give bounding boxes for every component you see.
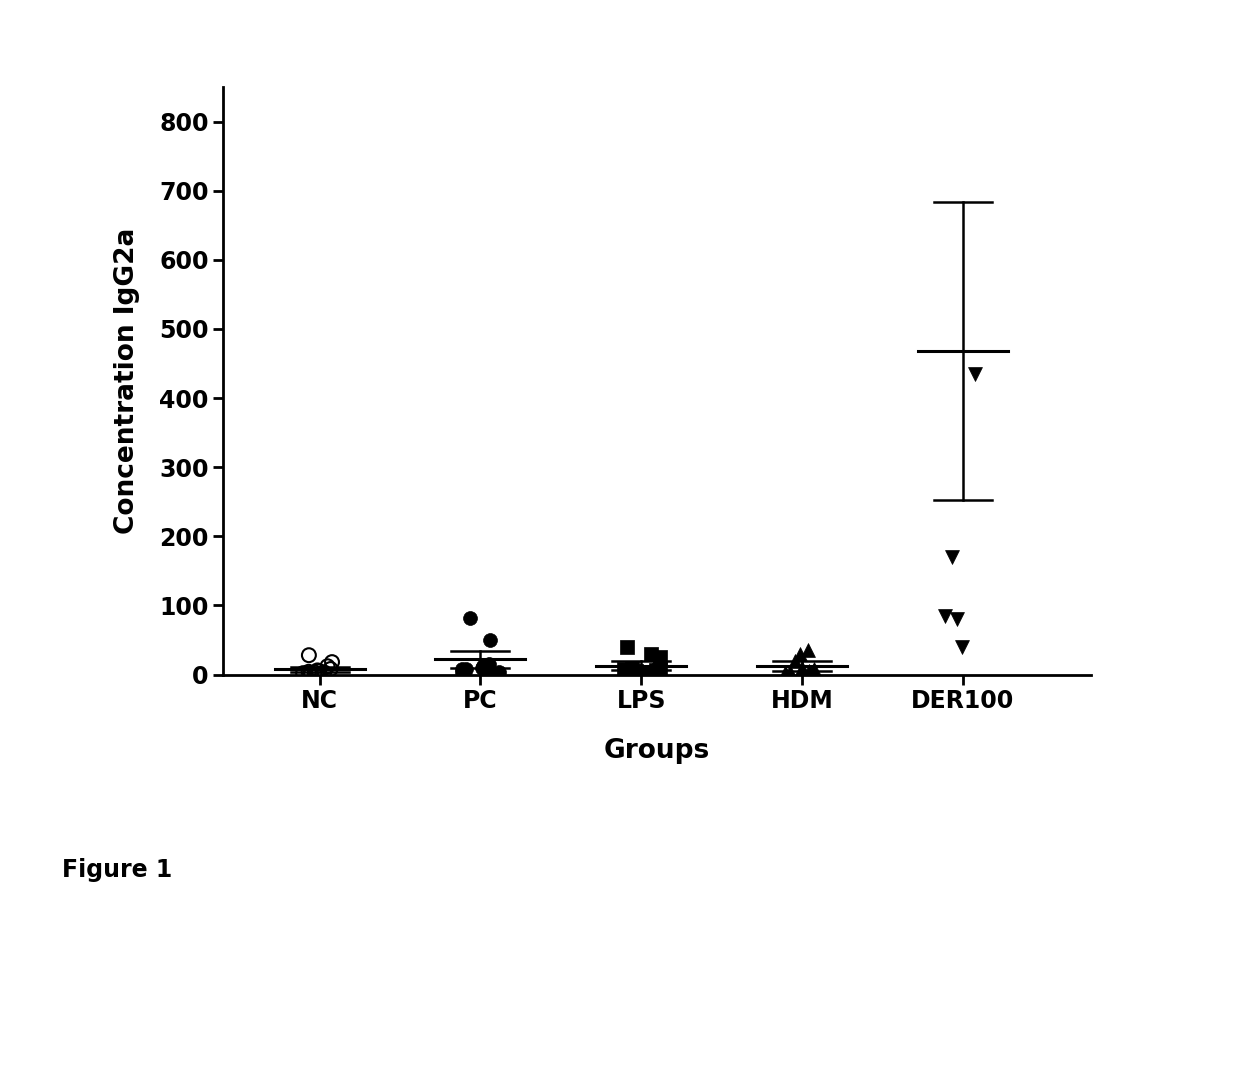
Point: [635, 663, 655, 680]
Point: [490, 663, 510, 680]
Point: [650, 648, 670, 666]
Point: [797, 642, 817, 659]
Point: [619, 663, 639, 680]
Point: [456, 660, 476, 678]
Point: [454, 663, 474, 680]
Point: [965, 366, 985, 383]
Y-axis label: Concentration IgG2a: Concentration IgG2a: [114, 227, 140, 534]
Point: [618, 639, 637, 656]
Point: [776, 665, 796, 682]
Point: [622, 659, 642, 677]
Point: [646, 662, 666, 679]
Point: [641, 645, 661, 663]
Point: [472, 659, 492, 677]
Point: [935, 607, 955, 625]
Point: [614, 660, 634, 678]
Point: [301, 665, 321, 682]
Point: [472, 659, 492, 677]
Point: [321, 660, 341, 678]
Point: [293, 665, 312, 682]
Point: [317, 657, 337, 675]
Point: [649, 662, 668, 679]
Point: [474, 657, 494, 675]
Point: [476, 662, 496, 679]
Point: [947, 610, 967, 628]
Point: [799, 663, 818, 680]
Point: [305, 664, 325, 681]
Text: Figure 1: Figure 1: [62, 858, 172, 882]
Point: [780, 664, 800, 681]
Point: [460, 609, 480, 627]
Point: [626, 663, 646, 680]
Point: [308, 662, 327, 679]
Point: [299, 663, 319, 680]
Point: [481, 631, 501, 648]
Point: [314, 664, 334, 681]
Point: [301, 665, 321, 682]
Point: [792, 659, 812, 677]
Point: [480, 662, 500, 679]
Point: [309, 663, 329, 680]
Point: [942, 548, 962, 566]
Point: [775, 665, 795, 682]
Point: [649, 664, 668, 681]
Point: [322, 654, 342, 671]
Point: [299, 646, 319, 664]
Point: [790, 645, 810, 663]
Point: [651, 660, 671, 678]
Point: [451, 660, 471, 678]
Point: [785, 652, 805, 669]
Point: [952, 639, 972, 656]
Point: [453, 664, 472, 681]
Point: [804, 660, 823, 678]
Point: [479, 655, 498, 672]
X-axis label: Groups: Groups: [604, 738, 711, 764]
